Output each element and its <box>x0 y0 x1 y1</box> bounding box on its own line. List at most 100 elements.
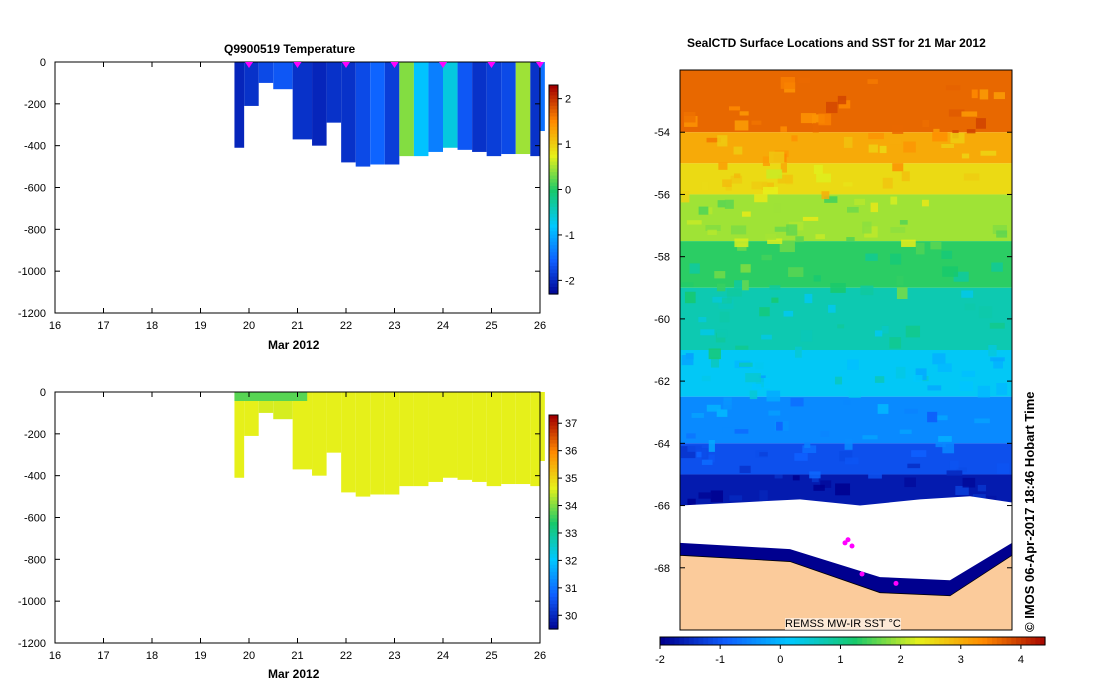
x-tick-label: 24 <box>437 650 449 662</box>
sst-texture <box>696 449 707 458</box>
sst-texture <box>993 92 1005 100</box>
map-colorbar-segment <box>727 637 733 645</box>
colorbar-segment <box>549 593 558 598</box>
colorbar-segment <box>549 454 558 459</box>
x-tick-label: 21 <box>291 320 303 332</box>
colorbar-segment <box>549 234 558 239</box>
lat-tick-label: -64 <box>654 438 670 450</box>
colorbar-segment <box>549 625 558 630</box>
map-colorbar-segment <box>679 637 685 645</box>
sst-texture <box>867 79 878 84</box>
sst-texture <box>681 190 690 203</box>
profile-cell-4 <box>292 62 313 140</box>
sst-texture <box>701 448 709 460</box>
sst-texture <box>874 376 885 383</box>
sst-texture <box>903 141 916 153</box>
map-colorbar-segment <box>693 637 700 645</box>
colorbar-tick-label: 31 <box>565 583 577 595</box>
colorbar-segment <box>549 561 558 566</box>
sst-texture <box>717 200 726 208</box>
sst-texture <box>766 390 781 402</box>
sst-texture <box>892 163 904 172</box>
sst-texture <box>811 114 825 124</box>
temperature-title: Q9900519 Temperature <box>224 42 356 56</box>
x-tick-label: 22 <box>340 650 352 662</box>
sst-texture <box>844 438 853 450</box>
sst-map: -54-56-58-60-62-64-66-68-2-1012346570758… <box>654 69 1046 666</box>
sst-band-6 <box>680 350 1012 397</box>
map-colorbar-segment <box>660 637 666 645</box>
map-colorbar-segment <box>996 637 1003 645</box>
colorbar-segment <box>549 464 558 470</box>
lat-tick-label: -60 <box>654 314 670 326</box>
profile-cell-7 <box>341 392 356 493</box>
sst-texture <box>724 199 734 209</box>
sst-texture <box>800 113 817 124</box>
colorbar-segment <box>549 582 558 587</box>
profile-cell-4 <box>292 392 313 470</box>
x-tick-label: 25 <box>485 650 497 662</box>
x-tick-label: 23 <box>388 650 400 662</box>
sst-texture <box>862 435 878 440</box>
sst-texture <box>800 330 813 342</box>
colorbar-segment <box>549 522 558 527</box>
sst-texture <box>759 307 770 317</box>
x-tick-label: 18 <box>146 320 158 332</box>
map-colorbar-segment <box>708 637 714 645</box>
colorbar-segment <box>549 231 558 236</box>
map-colorbar-tick-label: 2 <box>898 654 904 666</box>
sst-texture <box>890 253 902 265</box>
x-tick-label: 18 <box>146 650 158 662</box>
colorbar-segment <box>549 439 558 445</box>
lat-tick-label: -66 <box>654 501 670 513</box>
lat-tick-label: -62 <box>654 376 670 388</box>
colorbar-segment <box>549 262 558 267</box>
map-colorbar-segment <box>1006 637 1012 645</box>
sst-texture <box>755 378 770 388</box>
colorbar-segment <box>549 273 558 278</box>
map-colorbar-segment <box>1035 637 1041 645</box>
sst-texture <box>755 362 764 370</box>
temperature-x-unit-label: Mar 2012 <box>268 338 320 352</box>
sst-texture <box>811 476 819 483</box>
sst-texture <box>862 221 872 234</box>
colorbar-segment <box>549 475 558 480</box>
sst-texture <box>730 175 743 184</box>
sst-texture <box>698 492 713 499</box>
profile-cell-1 <box>244 392 259 436</box>
sst-texture <box>733 173 741 179</box>
x-tick-label: 17 <box>97 320 109 332</box>
profile-cell-15 <box>457 392 473 480</box>
sst-texture <box>718 299 734 309</box>
sst-texture <box>802 216 819 221</box>
colorbar-segment <box>549 186 558 191</box>
sst-texture <box>722 427 738 434</box>
profile-cell-18 <box>501 62 516 155</box>
sst-texture <box>860 285 874 296</box>
sst-texture <box>739 111 749 116</box>
colorbar-segment <box>549 579 558 584</box>
sst-texture <box>726 288 742 297</box>
sst-texture <box>777 174 793 184</box>
profile-cell-9 <box>370 62 385 165</box>
sst-texture <box>938 436 952 442</box>
colorbar-segment <box>549 614 558 619</box>
sst-texture <box>890 196 898 205</box>
map-colorbar-segment <box>1020 637 1027 645</box>
sst-texture <box>776 421 783 431</box>
sst-texture <box>874 330 883 337</box>
sst-texture <box>948 109 965 117</box>
sst-texture <box>844 457 859 465</box>
colorbar-segment <box>549 447 558 452</box>
sst-texture <box>889 337 902 349</box>
x-tick-label: 26 <box>534 650 546 662</box>
colorbar-segment <box>549 154 558 159</box>
colorbar-segment <box>549 575 558 580</box>
sst-texture <box>742 211 751 217</box>
colorbar-segment <box>549 596 558 602</box>
map-colorbar-segment <box>703 637 709 645</box>
map-colorbar-segment <box>698 637 704 645</box>
map-colorbar-segment <box>712 637 719 645</box>
colorbar-segment <box>549 217 558 222</box>
sst-texture <box>961 370 976 377</box>
